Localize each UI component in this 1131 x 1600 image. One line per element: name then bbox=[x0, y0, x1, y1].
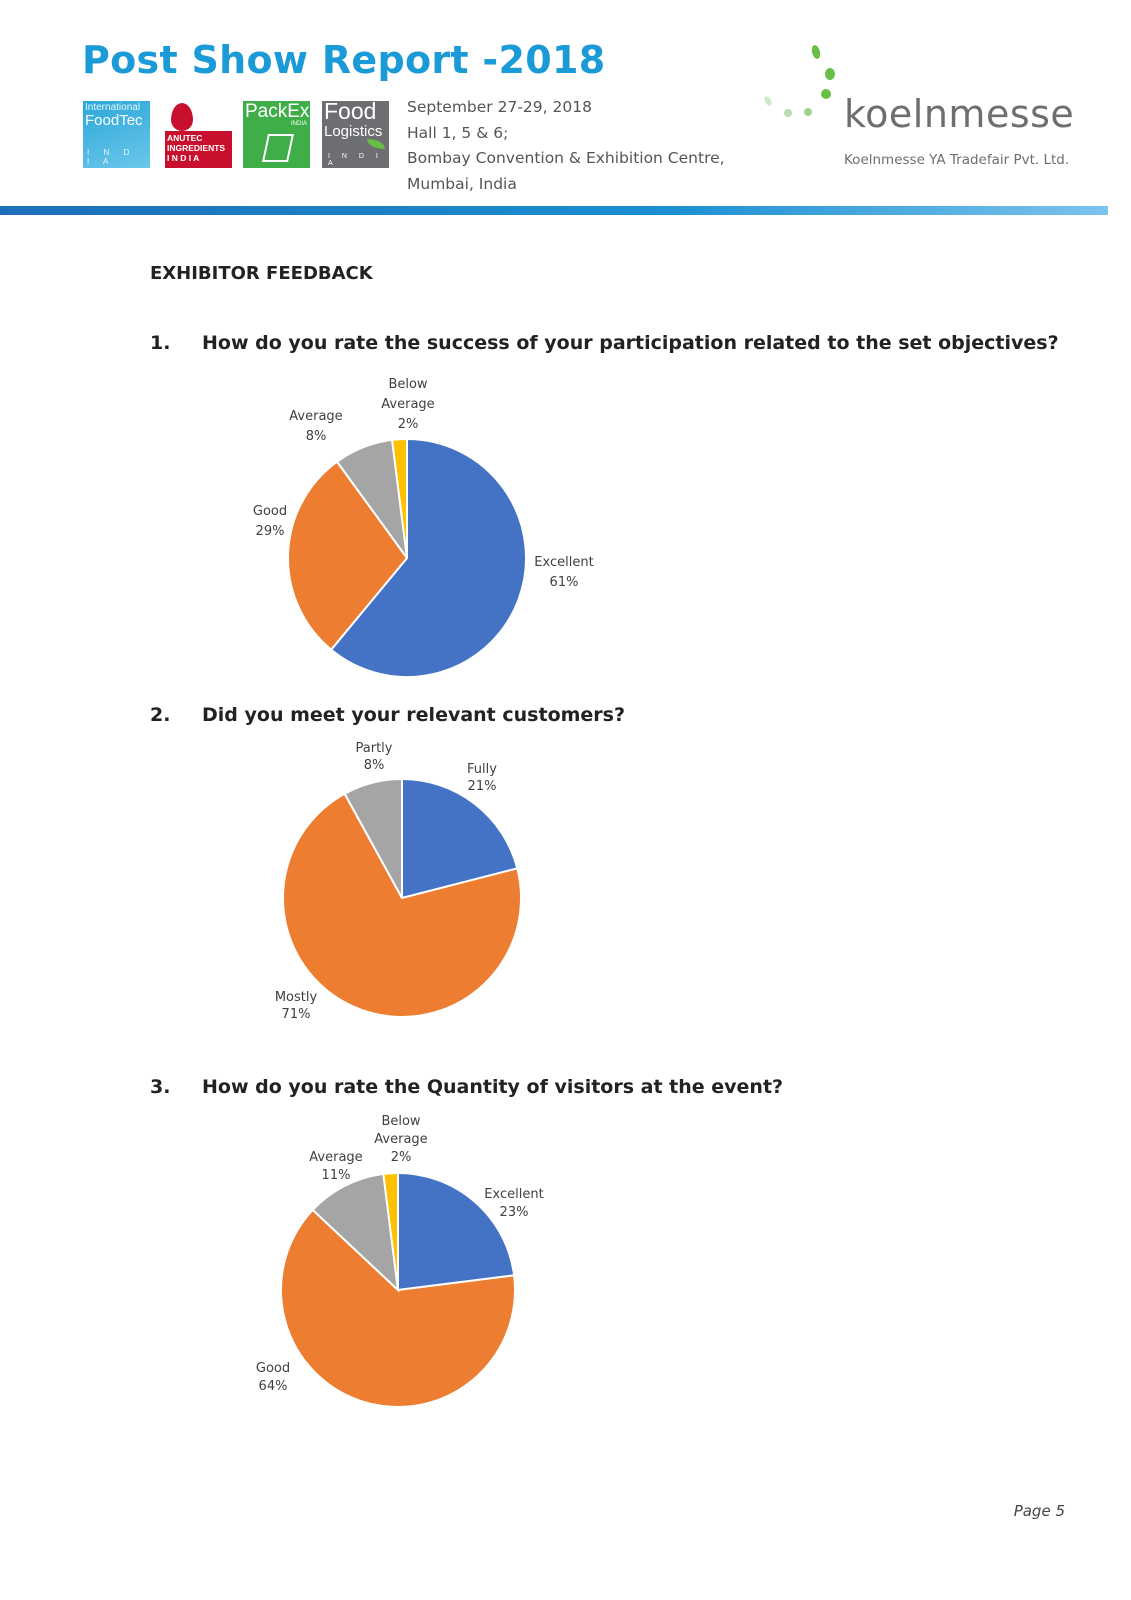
packex-logo: PackEx INDIA bbox=[243, 101, 310, 168]
leaf-icon bbox=[367, 139, 385, 149]
brand-subtitle: Koelnmesse YA Tradefair Pvt. Ltd. bbox=[844, 152, 1070, 168]
pie-category-label: Good bbox=[256, 1361, 290, 1376]
anutec-logo: ANUTEC INGREDIENTS I N D I A bbox=[165, 101, 232, 168]
food-logistics-logo-line: I N D I A bbox=[328, 153, 383, 167]
pie-chart: Excellent 23% Good 64% Average 11% Below Averag… bbox=[256, 1114, 544, 1408]
foodtec-logo: International FoodTec I N D I A bbox=[83, 101, 150, 168]
food-logistics-logo-line: Logistics bbox=[324, 123, 383, 140]
pie-category-label: Excellent bbox=[484, 1187, 543, 1202]
event-info: September 27-29, 2018 Hall 1, 5 & 6; Bom… bbox=[407, 95, 725, 197]
pie-slice bbox=[287, 460, 409, 652]
event-venue: Bombay Convention & Exhibition Centre, bbox=[407, 149, 725, 167]
pie-category-label: Average bbox=[309, 1150, 362, 1165]
pie-slice bbox=[390, 437, 408, 559]
question-text: How do you rate the success of your part… bbox=[202, 332, 1059, 354]
packex-logo-line: PackEx bbox=[245, 101, 310, 122]
pie-slice bbox=[397, 1171, 516, 1292]
pie-slice bbox=[401, 777, 519, 900]
question-text: Did you meet your relevant customers? bbox=[202, 704, 626, 726]
pie-slice bbox=[329, 437, 527, 678]
pie-category-label: Fully bbox=[467, 762, 497, 777]
foodtec-logo-line: FoodTec bbox=[85, 112, 143, 129]
drop-icon bbox=[171, 103, 193, 131]
pie-value-label: 61% bbox=[550, 575, 579, 590]
pie-category-label: Average bbox=[374, 1132, 427, 1147]
koelnmesse-logo: koelnmesse Koelnmesse YA Tradefair Pvt. … bbox=[760, 42, 1074, 172]
pie-value-label: 8% bbox=[306, 429, 327, 444]
anutec-logo-line: I N D I A bbox=[167, 153, 200, 163]
pie-slice bbox=[282, 792, 522, 1018]
pie-value-label: 71% bbox=[282, 1007, 311, 1022]
foodtec-logo-line: International bbox=[85, 102, 141, 113]
pie-category-label: Good bbox=[253, 504, 287, 519]
event-halls: Hall 1, 5 & 6; bbox=[407, 123, 509, 142]
pie-value-label: 23% bbox=[500, 1205, 529, 1220]
pie-slice bbox=[382, 1171, 399, 1291]
question-number: 1. bbox=[150, 332, 171, 354]
foodtec-logo-line: I N D I A bbox=[87, 148, 136, 166]
event-dates: September 27-29, 2018 bbox=[407, 98, 592, 116]
question-number: 2. bbox=[150, 704, 171, 726]
header-divider bbox=[0, 206, 1108, 215]
pie-slice bbox=[343, 777, 403, 899]
pie-value-label: 2% bbox=[398, 417, 419, 432]
event-city: Mumbai, India bbox=[407, 174, 517, 193]
pie-value-label: 29% bbox=[256, 524, 285, 539]
question-number: 3. bbox=[150, 1076, 171, 1098]
pie-category-label: Excellent bbox=[534, 555, 593, 570]
page-number: Page 5 bbox=[1013, 1502, 1065, 1520]
food-logistics-logo: Food Logistics I N D I A bbox=[322, 101, 389, 168]
pie-chart: Excellent 61% Good 29% Average 8% Below Average… bbox=[253, 377, 594, 678]
pie-value-label: 21% bbox=[468, 779, 497, 794]
pie-slice bbox=[280, 1208, 516, 1408]
packex-logo-line: INDIA bbox=[290, 121, 307, 127]
question-text: How do you rate the Quantity of visitors… bbox=[202, 1076, 784, 1098]
report-title: Post Show Report -2018 bbox=[82, 38, 606, 82]
pie-category-label: Average bbox=[289, 409, 342, 424]
pie-chart: Fully 21% Mostly 71% Partly 8% bbox=[275, 741, 522, 1022]
dots-icon bbox=[764, 45, 835, 117]
pie-category-label: Below bbox=[388, 377, 427, 392]
anutec-logo-line: INGREDIENTS bbox=[167, 143, 226, 153]
pie-value-label: 2% bbox=[391, 1150, 412, 1165]
pie-value-label: 11% bbox=[322, 1168, 351, 1183]
brand-name: koelnmesse bbox=[844, 92, 1075, 136]
pie-value-label: 8% bbox=[364, 758, 385, 773]
pie-category-label: Average bbox=[381, 397, 434, 412]
pie-category-label: Below bbox=[381, 1114, 420, 1129]
pie-slice bbox=[311, 1172, 400, 1293]
pie-category-label: Partly bbox=[356, 741, 393, 756]
pie-category-label: Mostly bbox=[275, 990, 318, 1005]
anutec-logo-line: ANUTEC bbox=[167, 133, 203, 143]
pie-value-label: 64% bbox=[259, 1379, 288, 1394]
section-title: EXHIBITOR FEEDBACK bbox=[150, 263, 373, 284]
food-logistics-logo-line: Food bbox=[324, 101, 377, 124]
